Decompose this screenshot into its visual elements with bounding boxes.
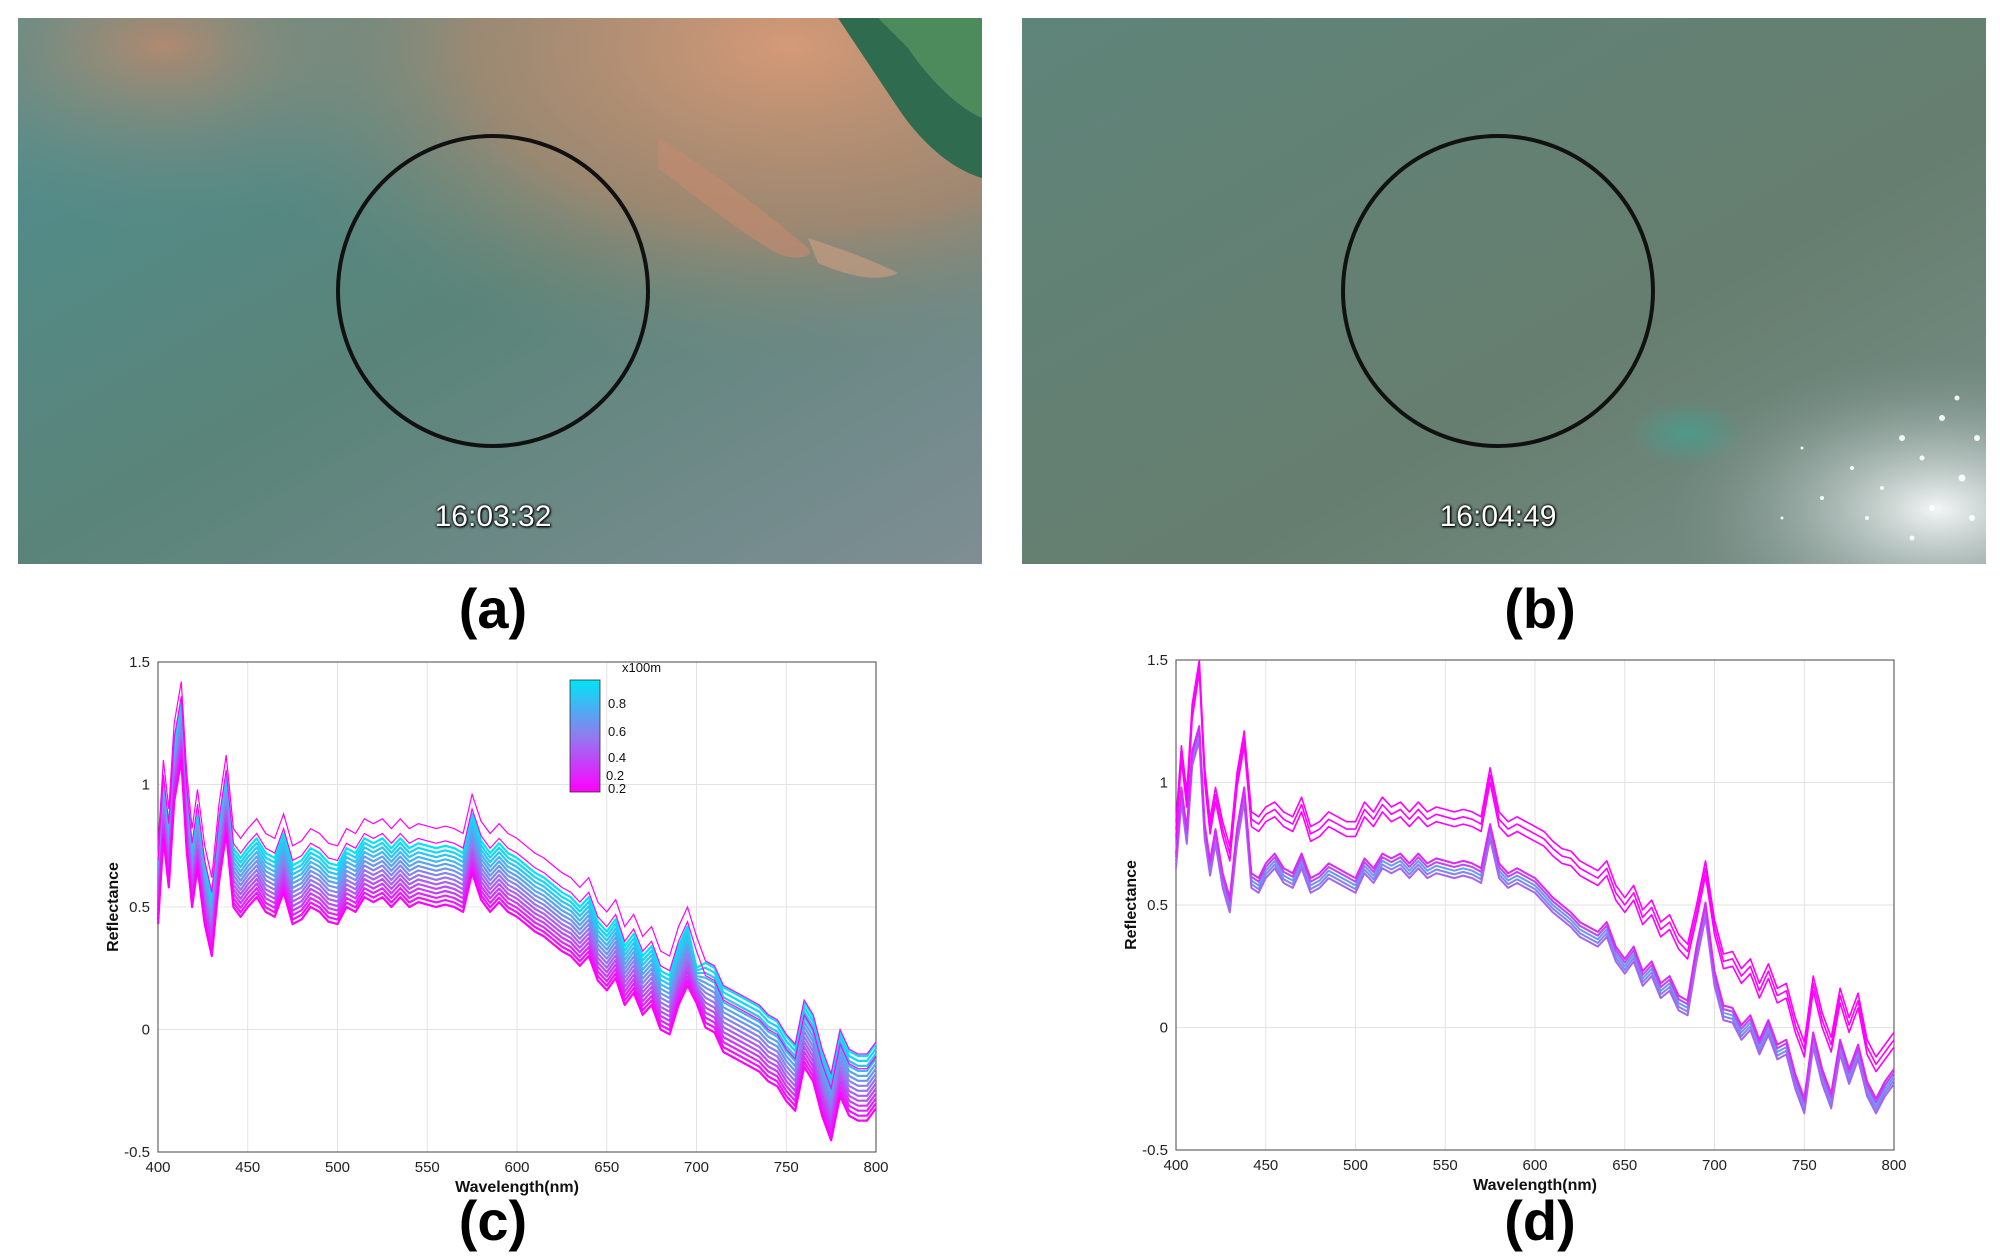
target-circle [1341, 134, 1655, 448]
colorbar-tick-label: 0.4 [608, 750, 626, 765]
spectrum-line [1175, 728, 1895, 1104]
colorbar-tick-label: 0.6 [608, 724, 626, 739]
timestamp-a: 16:03:32 [434, 500, 552, 533]
x-tick-label: 650 [1612, 1157, 1637, 1174]
chart-d: 400 450 500 550 600 650 700 750 800 -0.5 0 0.5 1 1.5 W… [1090, 650, 1910, 1210]
spectrum-line [1175, 671, 1895, 1073]
x-tick-label: 800 [1881, 1157, 1906, 1174]
spectrum-line [1175, 659, 1895, 1058]
y-tick-label: 1.5 [129, 654, 150, 671]
target-circle [336, 134, 650, 448]
spectrum-line [156, 740, 877, 1122]
x-tick-label: 400 [145, 1159, 170, 1176]
y-tick-label: -0.5 [1142, 1142, 1168, 1159]
colorbar-tick-label: 0.8 [608, 696, 626, 711]
y-tick-label: 1.5 [1147, 652, 1168, 669]
panel-label-a: (a) [458, 577, 528, 640]
spectrum-line [156, 745, 877, 1127]
x-tick-label: 700 [1702, 1157, 1727, 1174]
x-tick-label: 550 [1433, 1157, 1458, 1174]
x-tick-label: 800 [863, 1159, 888, 1176]
x-tick-label: 650 [594, 1159, 619, 1176]
colorbar-gradient [569, 679, 601, 793]
x-axis-label: Wavelength(nm) [455, 1179, 579, 1196]
panel-label-c: (c) [458, 1189, 528, 1252]
aerial-photo-b [1022, 18, 1986, 564]
y-tick-label: 1 [142, 777, 150, 794]
spectrum-line [1175, 736, 1895, 1111]
panel-label-d: (d) [1504, 1189, 1576, 1252]
panel-label-b: (b) [1504, 577, 1576, 640]
y-tick-label: 0 [1160, 1020, 1168, 1037]
x-tick-label: 700 [684, 1159, 709, 1176]
spectrum-line [156, 713, 877, 1092]
spectrum-line [157, 681, 877, 1076]
colorbar: x100m 0.8 0.6 0.4 0.20.2 [569, 660, 661, 796]
x-tick-label: 750 [774, 1159, 799, 1176]
x-tick-label: 550 [415, 1159, 440, 1176]
spectrum-line [1175, 664, 1895, 1066]
x-tick-label: 450 [235, 1159, 260, 1176]
x-tick-label: 600 [1522, 1157, 1547, 1174]
spectrum-line [156, 718, 877, 1097]
x-tick-label: 400 [1163, 1157, 1188, 1174]
colorbar-unit: x100m [622, 660, 661, 675]
y-tick-label: 0.5 [1147, 897, 1168, 914]
y-axis-label: Reflectance [1123, 860, 1140, 950]
x-tick-label: 500 [1343, 1157, 1368, 1174]
spectrum-line [1175, 725, 1895, 1100]
chart-c: 400 450 500 550 600 650 700 750 800 -0.5 0 0.5 1 1.5 W… [90, 650, 890, 1210]
y-tick-label: 0 [142, 1022, 150, 1039]
y-axis-label: Reflectance [105, 862, 122, 952]
spectrum-line [156, 731, 877, 1112]
spectrum-line [156, 727, 877, 1107]
x-tick-label: 600 [504, 1159, 529, 1176]
spectrum-line [157, 696, 877, 1091]
spectrum-line [156, 736, 877, 1117]
timestamp-b: 16:04:49 [1439, 500, 1557, 533]
x-tick-label: 500 [325, 1159, 350, 1176]
spectrum-line [156, 722, 877, 1102]
spectrum-line [156, 700, 877, 1077]
spectrum-line [1175, 739, 1895, 1115]
y-tick-label: 1 [1160, 775, 1168, 792]
x-tick-label: 450 [1253, 1157, 1278, 1174]
aerial-photo-a [18, 18, 982, 564]
spectrum-line [156, 704, 877, 1082]
spectrum-line [156, 754, 877, 1137]
spectrum-line [156, 749, 877, 1132]
y-tick-label: 0.5 [129, 899, 150, 916]
colorbar-tick-label: 0.2 [608, 781, 626, 796]
spectrum-line [1175, 732, 1895, 1107]
y-tick-label: -0.5 [124, 1144, 150, 1161]
spectrum-line [156, 758, 877, 1142]
x-tick-label: 750 [1792, 1157, 1817, 1174]
x-axis-label: Wavelength(nm) [1473, 1177, 1597, 1194]
colorbar-tick-label: 0.2 [606, 768, 624, 783]
plot-frame [1175, 659, 1895, 1151]
spectrum-line [156, 709, 877, 1087]
